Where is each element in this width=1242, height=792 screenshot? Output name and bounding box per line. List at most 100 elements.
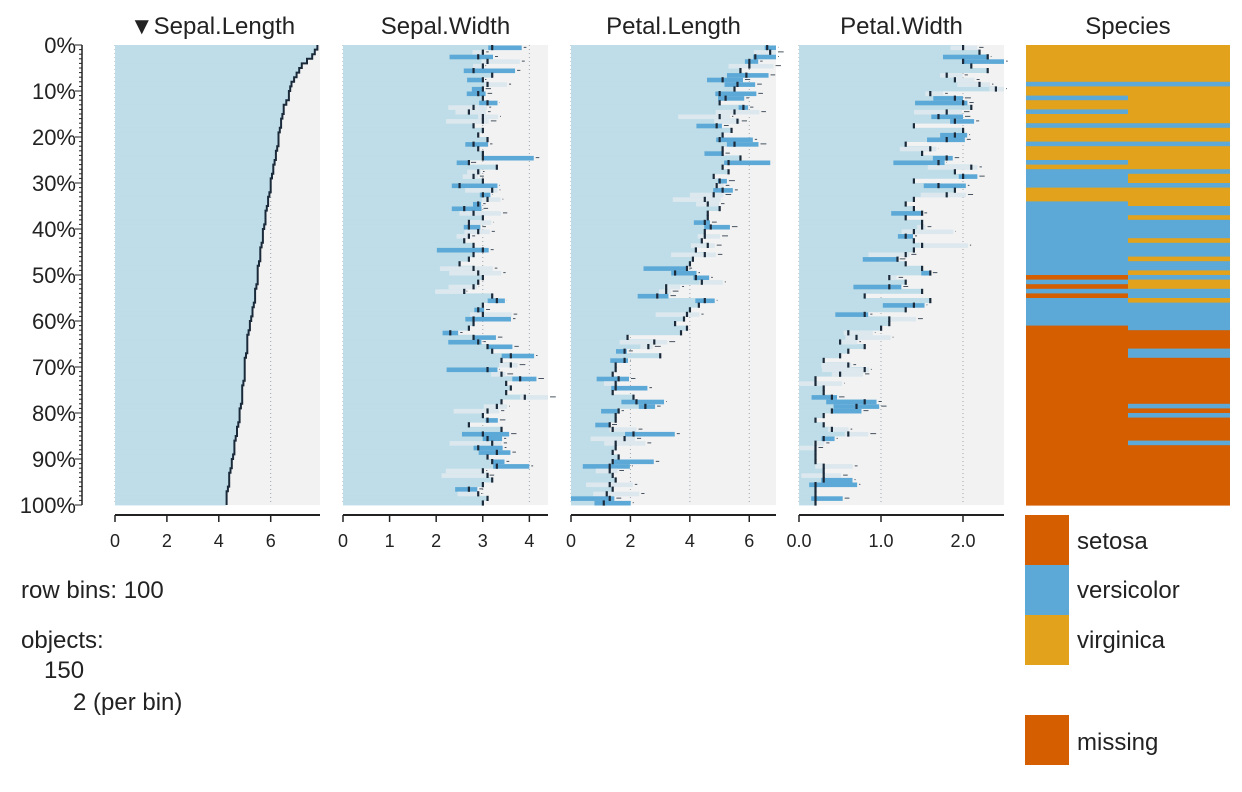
sd-bar xyxy=(478,115,498,120)
bar xyxy=(799,459,815,464)
bar xyxy=(115,243,262,248)
bar xyxy=(343,385,511,390)
bar xyxy=(571,284,666,289)
category-segment-versicolor xyxy=(1026,270,1128,275)
bar xyxy=(115,197,268,202)
category-segment-setosa xyxy=(1026,376,1230,381)
sd-bar xyxy=(729,64,774,69)
bar xyxy=(115,385,242,390)
legend-swatch-setosa xyxy=(1025,515,1069,565)
bar xyxy=(571,385,616,390)
category-segment-versicolor xyxy=(1128,441,1230,446)
mean-marker xyxy=(477,270,479,275)
mean-marker xyxy=(730,128,732,133)
bar xyxy=(343,192,483,197)
bar xyxy=(799,436,824,441)
sd-bar xyxy=(454,409,499,414)
mean-marker xyxy=(823,358,825,363)
mean-marker xyxy=(472,211,474,216)
sd-bar xyxy=(690,193,724,198)
category-segment-virginica xyxy=(1026,100,1230,105)
mean-marker xyxy=(921,243,923,248)
sd-bar xyxy=(659,289,671,294)
category-segment-virginica xyxy=(1026,146,1230,151)
bar xyxy=(571,445,616,450)
bar xyxy=(571,128,731,133)
bar xyxy=(343,344,487,349)
mean-marker xyxy=(486,408,488,413)
bar xyxy=(343,404,497,409)
mean-marker xyxy=(482,119,484,124)
mean-marker xyxy=(491,349,493,354)
mean-marker xyxy=(477,280,479,285)
legend-swatch-virginica xyxy=(1025,615,1069,665)
sd-bar xyxy=(957,82,990,87)
mean-marker xyxy=(615,445,617,450)
mean-marker xyxy=(937,160,939,165)
bar xyxy=(571,473,613,478)
bar xyxy=(799,128,963,133)
mean-marker xyxy=(468,220,470,225)
category-segment-setosa xyxy=(1026,450,1230,455)
mean-marker xyxy=(486,454,488,459)
bar xyxy=(115,431,237,436)
mean-marker xyxy=(468,422,470,427)
sd-bar xyxy=(448,340,481,345)
sd-bar xyxy=(435,289,464,294)
category-segment-virginica xyxy=(1026,45,1230,50)
mean-marker xyxy=(913,197,915,202)
mean-marker xyxy=(929,270,931,275)
bar xyxy=(799,353,840,358)
bar xyxy=(115,270,258,275)
mean-marker xyxy=(954,96,956,101)
mean-marker xyxy=(722,132,724,137)
bar xyxy=(799,183,938,188)
sd-bar xyxy=(491,372,505,377)
sd-bar xyxy=(691,243,715,248)
mean-marker xyxy=(962,174,964,179)
category-segment-versicolor xyxy=(1026,229,1230,234)
bar xyxy=(799,68,988,73)
bar xyxy=(115,312,253,317)
bar xyxy=(799,132,955,137)
sd-bar xyxy=(821,363,851,368)
mean-marker xyxy=(449,330,451,335)
bar xyxy=(343,436,487,441)
bar xyxy=(799,422,824,427)
sd-bar xyxy=(597,377,629,382)
category-segment-versicolor xyxy=(1026,174,1128,179)
mean-marker xyxy=(683,316,685,321)
mean-marker xyxy=(491,441,493,446)
bar xyxy=(343,293,492,298)
mean-marker xyxy=(823,436,825,441)
mean-marker xyxy=(659,353,661,358)
column-header: Sepal.Width xyxy=(381,13,510,40)
bar xyxy=(343,312,483,317)
mean-marker xyxy=(937,183,939,188)
mean-marker xyxy=(954,119,956,124)
mean-marker xyxy=(468,257,470,262)
mean-marker xyxy=(921,224,923,229)
sd-bar xyxy=(640,345,653,350)
bar xyxy=(343,482,483,487)
category-segment-versicolor xyxy=(1026,169,1230,174)
bar xyxy=(571,450,613,455)
bar xyxy=(799,45,963,50)
mean-marker xyxy=(921,151,923,156)
mean-marker xyxy=(496,165,498,170)
sd-bar xyxy=(612,460,654,465)
category-segment-versicolor xyxy=(1026,201,1128,206)
mean-marker xyxy=(748,59,750,64)
sd-bar xyxy=(822,368,869,373)
bar xyxy=(571,303,699,308)
category-segment-versicolor xyxy=(1026,312,1230,317)
bar xyxy=(115,441,234,446)
bar xyxy=(343,160,469,165)
sd-bar xyxy=(499,363,518,368)
mean-marker xyxy=(695,247,697,252)
mean-marker xyxy=(486,344,488,349)
bar xyxy=(115,427,237,432)
bar xyxy=(343,68,473,73)
bar xyxy=(571,119,737,124)
bar xyxy=(343,174,473,179)
